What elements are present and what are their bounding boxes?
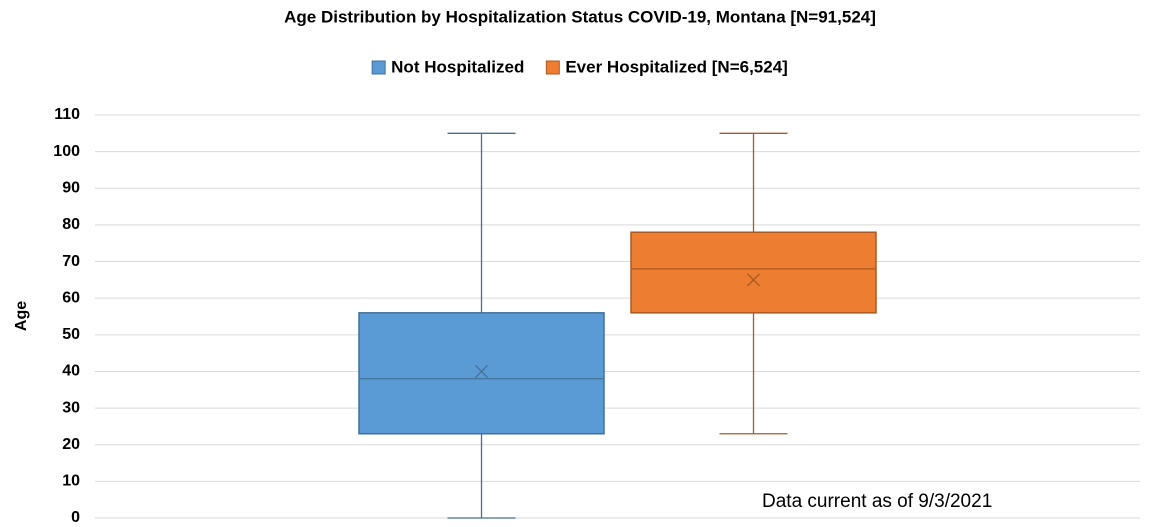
box — [630, 231, 877, 314]
legend-swatch — [545, 60, 560, 75]
y-tick-label: 10 — [62, 473, 80, 490]
legend: Not Hospitalized Ever Hospitalized [N=6,5… — [371, 57, 788, 76]
y-tick-label: 0 — [71, 509, 80, 526]
y-axis-label: Age — [13, 301, 30, 331]
box — [358, 312, 605, 435]
annotation: Data current as of 9/3/2021 — [762, 491, 992, 512]
mean-marker — [747, 273, 760, 287]
y-tick-label: 50 — [62, 326, 80, 343]
y-tick-label: 60 — [62, 289, 80, 306]
legend-swatch — [371, 60, 386, 75]
legend-label: Not Hospitalized — [391, 57, 524, 76]
y-tick-label: 80 — [62, 216, 80, 233]
legend-item: Ever Hospitalized [N=6,524] — [545, 57, 788, 76]
y-tick-label: 100 — [53, 143, 80, 160]
y-tick-label: 90 — [62, 179, 80, 196]
legend-item: Not Hospitalized — [371, 57, 524, 76]
y-tick-label: 30 — [62, 399, 80, 416]
y-tick-label: 40 — [62, 363, 80, 380]
legend-label: Ever Hospitalized [N=6,524] — [565, 57, 788, 76]
y-tick-label: 70 — [62, 253, 80, 270]
y-tick-label: 110 — [54, 106, 80, 123]
y-tick-label: 20 — [62, 436, 80, 453]
chart-title: Age Distribution by Hospitalization Stat… — [284, 7, 876, 26]
mean-marker — [475, 364, 488, 378]
